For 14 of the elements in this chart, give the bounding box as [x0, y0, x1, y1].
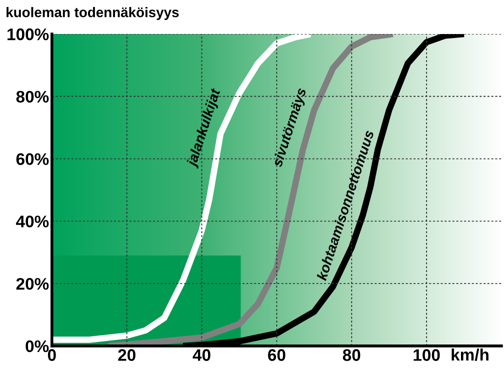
x-tick-label: 20 — [118, 349, 136, 361]
y-tick-label: 60% — [16, 153, 49, 166]
x-tick-label: 60 — [268, 349, 286, 361]
y-tick-label: 0% — [26, 340, 49, 352]
y-tick-label: 100% — [8, 28, 49, 40]
x-axis-title: km/h — [452, 348, 488, 361]
x-tick-label: 80 — [342, 349, 360, 361]
x-tick-label: 0 — [48, 349, 56, 361]
y-tick-label: 40% — [16, 216, 49, 228]
y-tick-label: 80% — [16, 90, 49, 103]
y-tick-label: 20% — [16, 278, 49, 290]
x-tick-label: 40 — [192, 349, 210, 361]
x-tick-label: 100 — [414, 349, 440, 361]
y-axis-title: kuoleman todennäköisyys — [6, 7, 179, 20]
